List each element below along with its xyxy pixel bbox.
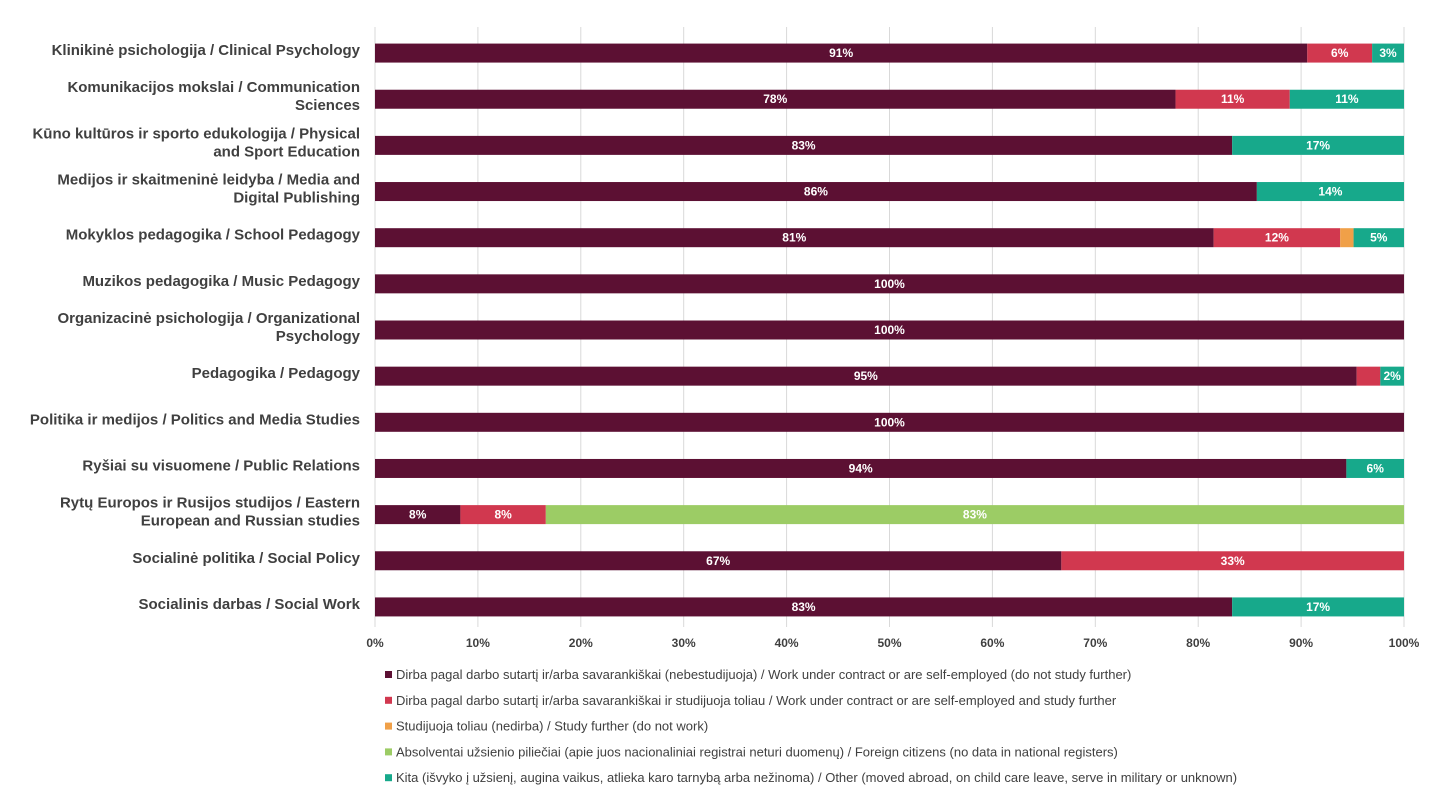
data-label: 14% [1318, 185, 1342, 199]
data-label: 11% [1221, 92, 1245, 106]
category-label: Sciences [295, 97, 360, 114]
data-label: 17% [1306, 600, 1330, 614]
legend-entry: Studijuoja toliau (nedirba) / Study furt… [396, 719, 708, 734]
bar-segment [460, 505, 546, 525]
bar-segment [1307, 43, 1373, 63]
x-tick-label: 30% [672, 636, 696, 650]
category-label: Socialinė politika / Social Policy [132, 550, 360, 567]
bar-segment [1175, 89, 1290, 109]
x-tick-label: 10% [466, 636, 490, 650]
data-label: 78% [763, 92, 787, 106]
bar-segment [375, 135, 1233, 155]
data-label: 94% [849, 461, 873, 475]
category-label: Medijos ir skaitmeninė leidyba / Media a… [57, 172, 360, 189]
bar-segment [375, 274, 1404, 294]
bar-segment [375, 228, 1214, 248]
data-label: 83% [963, 508, 987, 522]
data-label: 100% [874, 415, 905, 429]
data-label: 12% [1265, 231, 1289, 245]
category-label: Klinikinė psichologija / Clinical Psycho… [52, 42, 361, 59]
category-label: Kūno kultūros ir sporto edukologija / Ph… [32, 125, 360, 142]
category-label: Politika ir medijos / Politics and Media… [30, 411, 360, 428]
bar-segment [375, 551, 1062, 571]
data-label: 91% [829, 46, 853, 60]
x-tick-label: 80% [1186, 636, 1210, 650]
bar-segment [1289, 89, 1404, 109]
x-tick-label: 0% [366, 636, 384, 650]
category-label: Organizacinė psichologija / Organization… [57, 310, 360, 327]
data-label: 86% [804, 185, 828, 199]
bar-segment [375, 320, 1404, 340]
bar-segment [375, 366, 1357, 386]
category-label: Rytų Europos ir Rusijos studijos / Easte… [60, 495, 360, 512]
category-label: Socialinis darbas / Social Work [139, 596, 361, 613]
x-tick-label: 100% [1389, 636, 1420, 650]
bar-segment [1340, 228, 1354, 248]
data-label: 5% [1370, 231, 1388, 245]
x-tick-label: 70% [1083, 636, 1107, 650]
bar-segment [1372, 43, 1404, 63]
category-label: Mokyklos pedagogika / School Pedagogy [66, 227, 361, 244]
x-tick-label: 50% [877, 636, 901, 650]
data-label: 3% [1379, 46, 1397, 60]
data-label: 8% [494, 508, 512, 522]
legend-swatch [385, 774, 392, 782]
bar-segment [1232, 597, 1404, 617]
data-label: 33% [1221, 554, 1245, 568]
data-label: 83% [792, 138, 816, 152]
legend-swatch [385, 722, 392, 730]
data-label: 2% [1383, 369, 1401, 383]
x-tick-label: 60% [980, 636, 1004, 650]
bar-segment [375, 597, 1233, 617]
legend-swatch [385, 671, 392, 678]
category-label: Ryšiai su visuomene / Public Relations [82, 457, 360, 474]
bar-segment [1380, 366, 1404, 386]
bar-segment [1232, 135, 1404, 155]
bar-segment [1213, 228, 1341, 248]
legend-entry: Dirba pagal darbo sutartį ir/arba savara… [396, 693, 1117, 708]
legend-swatch [385, 748, 392, 756]
category-label: Psychology [276, 328, 361, 345]
data-label: 100% [874, 277, 905, 291]
data-label: 17% [1306, 138, 1330, 152]
category-label: Muzikos pedagogika / Music Pedagogy [82, 273, 360, 290]
bar-segment [375, 182, 1257, 202]
data-label: 6% [1367, 461, 1385, 475]
bar-segment [1356, 366, 1381, 386]
bar-segment [375, 412, 1404, 432]
data-label: 67% [706, 554, 730, 568]
bar-segment [375, 89, 1176, 109]
data-label: 6% [1331, 46, 1349, 60]
data-label: 8% [409, 508, 427, 522]
legend-entry: Absolventai užsienio piliečiai (apie juo… [396, 744, 1118, 759]
bar-segment [1346, 458, 1404, 478]
bar-segment [1061, 551, 1404, 571]
category-label: European and Russian studies [141, 513, 360, 530]
category-label: and Sport Education [213, 143, 360, 160]
data-label: 11% [1335, 92, 1359, 106]
legend-swatch [385, 696, 392, 704]
bar-segment [375, 505, 461, 525]
category-label: Digital Publishing [233, 190, 360, 207]
bar-segment [375, 458, 1347, 478]
legend-entry: Dirba pagal darbo sutartį ir/arba savara… [396, 667, 1131, 682]
x-tick-label: 20% [569, 636, 593, 650]
bar-segment [1353, 228, 1404, 248]
bar-segment [375, 43, 1308, 63]
category-label: Komunikacijos mokslai / Communication [67, 79, 360, 96]
legend-entry: Kita (išvyko į užsienį, augina vaikus, a… [396, 770, 1237, 785]
data-label: 83% [792, 600, 816, 614]
x-tick-label: 40% [775, 636, 799, 650]
x-tick-label: 90% [1289, 636, 1313, 650]
data-label: 100% [874, 323, 905, 337]
category-label: Pedagogika / Pedagogy [192, 365, 361, 382]
bar-segment [545, 505, 1404, 525]
bar-segment [1256, 182, 1404, 202]
data-label: 95% [854, 369, 878, 383]
data-label: 81% [782, 231, 806, 245]
